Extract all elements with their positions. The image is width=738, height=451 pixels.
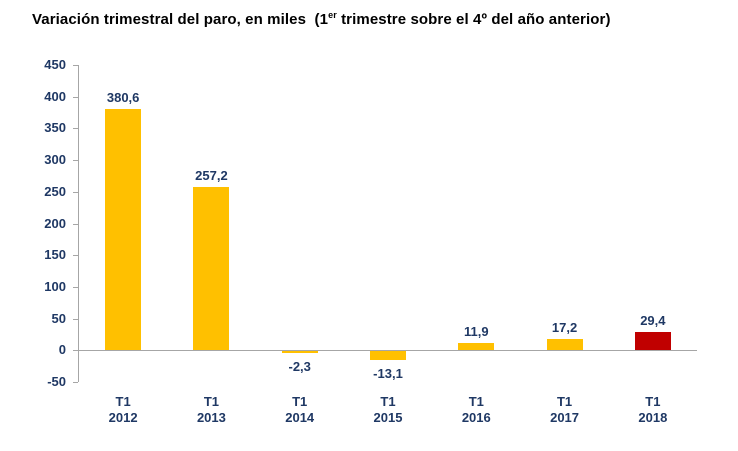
category-quarter: T1 [115, 394, 131, 409]
y-axis-tick-mark [73, 350, 78, 351]
y-axis-tick-label: 50 [51, 310, 66, 326]
category-year: 2018 [638, 410, 668, 425]
y-axis-tick-label: 450 [44, 57, 66, 72]
category-year: 2015 [373, 410, 403, 425]
y-axis-tick-label: 400 [44, 88, 66, 104]
value-label: 257,2 [195, 168, 228, 184]
category-label: T1 2013 [176, 394, 246, 426]
y-axis-tick-mark [73, 287, 78, 288]
bar-t1-2013 [193, 187, 230, 351]
category-year: 2012 [108, 410, 138, 425]
category-year: 2013 [196, 410, 226, 425]
bar-t1-2015 [370, 351, 406, 360]
y-axis-tick-label: 0 [58, 342, 66, 358]
category-label: T1 2015 [353, 394, 423, 426]
value-label: -2,3 [288, 358, 311, 374]
category-quarter: T1 [380, 394, 396, 409]
y-axis-tick-label: 150 [44, 247, 66, 263]
chart-title-text-end: trimestre sobre el 4º del año anterior) [336, 11, 611, 28]
bar-t1-2018 [634, 331, 671, 351]
category-label: T1 2012 [88, 394, 158, 426]
value-label: 17,2 [551, 320, 578, 336]
value-label: 380,6 [106, 89, 140, 105]
bar-t1-2014 [281, 351, 318, 353]
y-axis-tick-label: 100 [44, 278, 66, 294]
category-year: 2017 [550, 410, 580, 425]
y-axis-tick-mark [73, 160, 78, 161]
category-quarter: T1 [468, 394, 484, 409]
category-quarter: T1 [292, 394, 308, 409]
y-axis-tick-mark [73, 224, 78, 225]
bar-t1-2012 [105, 108, 142, 351]
y-axis-tick-mark [73, 65, 78, 66]
category-quarter: T1 [203, 394, 219, 409]
y-axis-tick-mark [73, 128, 78, 129]
y-axis-tick-label: 300 [44, 152, 66, 168]
y-axis-tick-mark [73, 192, 78, 193]
value-label: 29,4 [640, 312, 666, 328]
category-year: 2016 [461, 410, 491, 425]
y-axis-tick-mark [73, 319, 78, 320]
bar-t1-2016 [458, 342, 495, 351]
bar-t1-2017 [546, 339, 583, 351]
value-label: -13,1 [373, 365, 403, 381]
y-axis-tick-label: 250 [44, 183, 66, 199]
value-label: 11,9 [463, 323, 489, 339]
category-label: T1 2017 [530, 394, 600, 426]
category-label: T1 2016 [441, 394, 511, 426]
chart-title-text: Variación trimestral del paro, en miles … [32, 11, 329, 28]
category-year: 2014 [285, 410, 315, 425]
zero-gridline [79, 350, 697, 351]
category-label: T1 2018 [618, 394, 688, 426]
category-quarter: T1 [556, 394, 573, 409]
chart-title-superscript: er [328, 10, 337, 20]
y-axis-tick-mark [73, 382, 78, 383]
y-axis-tick-label: 350 [44, 120, 66, 136]
y-axis-line [78, 65, 79, 382]
y-axis-tick-label: -50 [47, 374, 66, 389]
chart-title: Variación trimestral del paro, en miles … [32, 10, 611, 29]
category-quarter: T1 [645, 394, 661, 409]
category-label: T1 2014 [265, 394, 335, 426]
y-axis-tick-mark [73, 255, 78, 256]
y-axis-tick-mark [73, 97, 78, 98]
y-axis-tick-label: 200 [44, 215, 66, 231]
